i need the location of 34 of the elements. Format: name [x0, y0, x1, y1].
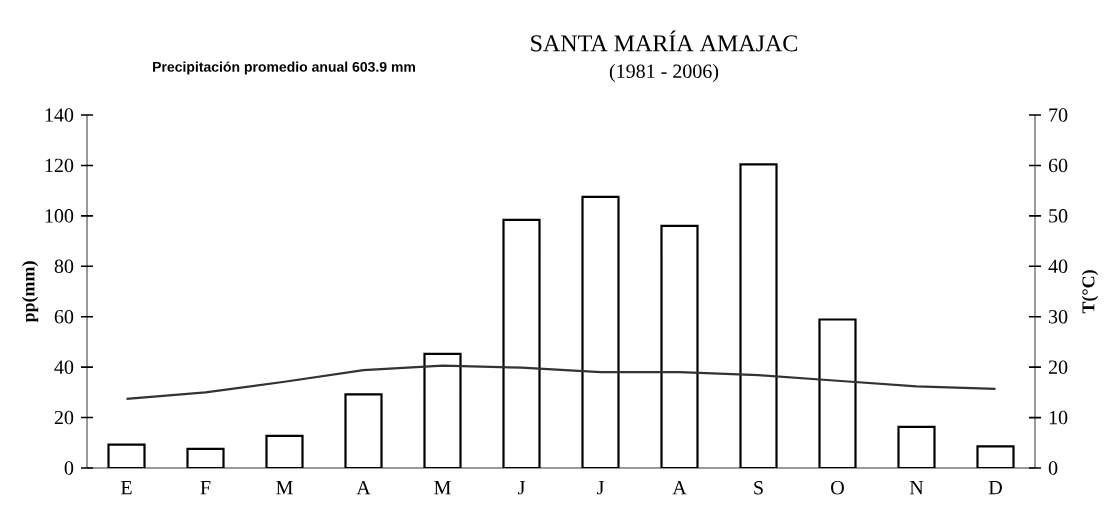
- x-tick-label: O: [831, 481, 844, 495]
- line-series: [125, 364, 997, 401]
- chart-title: SANTA MARÍA AMAJAC: [531, 30, 797, 52]
- y2-tick-label: 60: [1048, 158, 1068, 173]
- y2-tick-label: 0: [1048, 461, 1058, 475]
- y-tick-label: 100: [45, 209, 74, 223]
- chart-subtitle: (1981 - 2006): [609, 63, 719, 83]
- x-tick-label: E: [120, 481, 132, 495]
- x-tick-label: S: [754, 481, 763, 495]
- y2-tick-label: 40: [1048, 259, 1068, 274]
- x-tick-label: F: [200, 481, 211, 495]
- x-tick-label: M: [276, 481, 293, 495]
- x-tick-label: D: [988, 481, 1002, 495]
- y-tick-label: 0: [64, 461, 74, 475]
- y2-tick-label: 10: [1049, 410, 1068, 425]
- text: Precipitación promedio anual 603.9 mm: [153, 61, 415, 75]
- y-tick-label: 20: [54, 410, 74, 425]
- y-tick-label: 40: [54, 360, 74, 374]
- y2-tick-label: 70: [1049, 108, 1068, 122]
- y-tick-label: 60: [54, 309, 74, 324]
- y2-tick-label: 30: [1049, 309, 1068, 324]
- x-tick-label: A: [356, 481, 371, 495]
- y2-tick-label: 50: [1049, 209, 1068, 223]
- y-tick-label: 80: [54, 259, 74, 274]
- y2-tick-label: 20: [1048, 360, 1068, 374]
- y2-axis-title: T(°C): [1081, 270, 1099, 314]
- y-tick-label: 140: [45, 108, 74, 122]
- x-tick-label: M: [434, 481, 451, 495]
- x-tick-label: J: [597, 481, 604, 495]
- x-tick-label: J: [518, 481, 525, 495]
- y-axis-title: pp(mm): [21, 261, 39, 323]
- x-tick-label: N: [909, 481, 924, 495]
- y-tick-label: 120: [45, 158, 74, 173]
- x-tick-label: A: [672, 481, 687, 495]
